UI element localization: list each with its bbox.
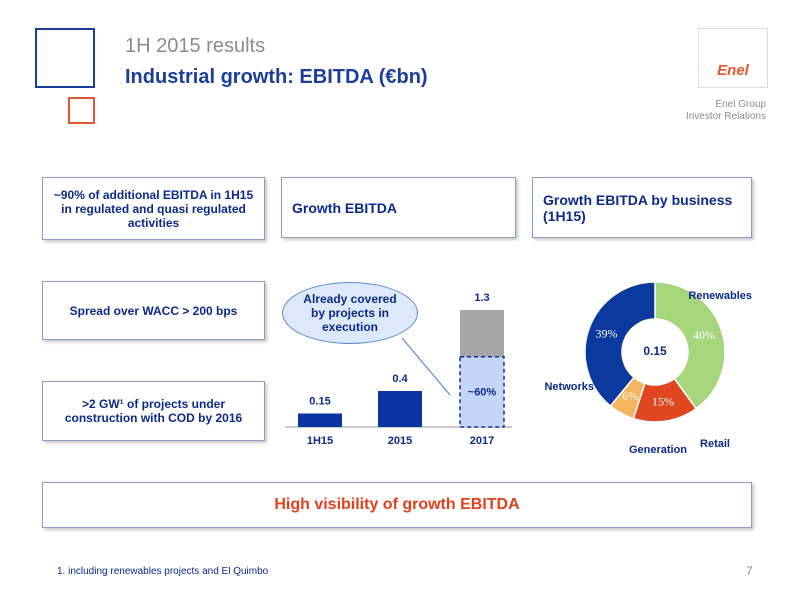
bar bbox=[378, 391, 422, 427]
value-label: 39% bbox=[596, 326, 618, 340]
title: Industrial growth: EBITDA (€bn) bbox=[125, 66, 428, 88]
logo-square bbox=[68, 97, 95, 124]
segment-name: Networks bbox=[544, 381, 594, 393]
covered-bar bbox=[459, 356, 505, 428]
bar bbox=[298, 413, 342, 427]
info-box: Spread over WACC > 200 bps bbox=[42, 281, 265, 340]
panel-title: Growth EBITDA bbox=[281, 177, 516, 238]
covered-label: ~60% bbox=[468, 387, 497, 399]
footnote: 1. including renewables projects and El … bbox=[57, 566, 269, 577]
x-tick-label: 1H15 bbox=[307, 435, 333, 447]
panel-title: Growth EBITDA by business (1H15) bbox=[532, 177, 752, 238]
segment-name: Retail bbox=[700, 438, 730, 450]
callout: Already covered by projects in execution bbox=[282, 282, 418, 344]
value-label: 40% bbox=[693, 328, 715, 342]
department: Investor Relations bbox=[685, 111, 766, 122]
callout-pointer bbox=[401, 337, 451, 396]
value-label: 6% bbox=[622, 389, 638, 403]
x-tick-label: 2017 bbox=[470, 435, 494, 447]
value-label: 0.15 bbox=[309, 395, 330, 407]
donut-segment bbox=[584, 281, 656, 407]
segment-name: Generation bbox=[629, 444, 687, 456]
donut-total: 0.15 bbox=[643, 344, 667, 358]
donut-segment bbox=[654, 281, 726, 410]
page-number: 7 bbox=[746, 564, 753, 578]
info-box: >2 GW¹ of projects under construction wi… bbox=[42, 381, 265, 441]
logo: Enel bbox=[698, 28, 768, 88]
info-box: ~90% of additional EBITDA in 1H15 in reg… bbox=[42, 177, 265, 240]
banner: High visibility of growth EBITDA bbox=[42, 482, 752, 528]
value-label: 0.4 bbox=[392, 373, 408, 385]
value-label: 15% bbox=[652, 395, 674, 409]
subtitle: 1H 2015 results bbox=[125, 35, 266, 57]
x-tick-label: 2015 bbox=[388, 435, 412, 447]
company: Enel Group bbox=[715, 99, 766, 110]
value-label: 1.3 bbox=[474, 292, 489, 304]
segment-name: Renewables bbox=[688, 290, 752, 302]
logo-square bbox=[35, 28, 95, 88]
